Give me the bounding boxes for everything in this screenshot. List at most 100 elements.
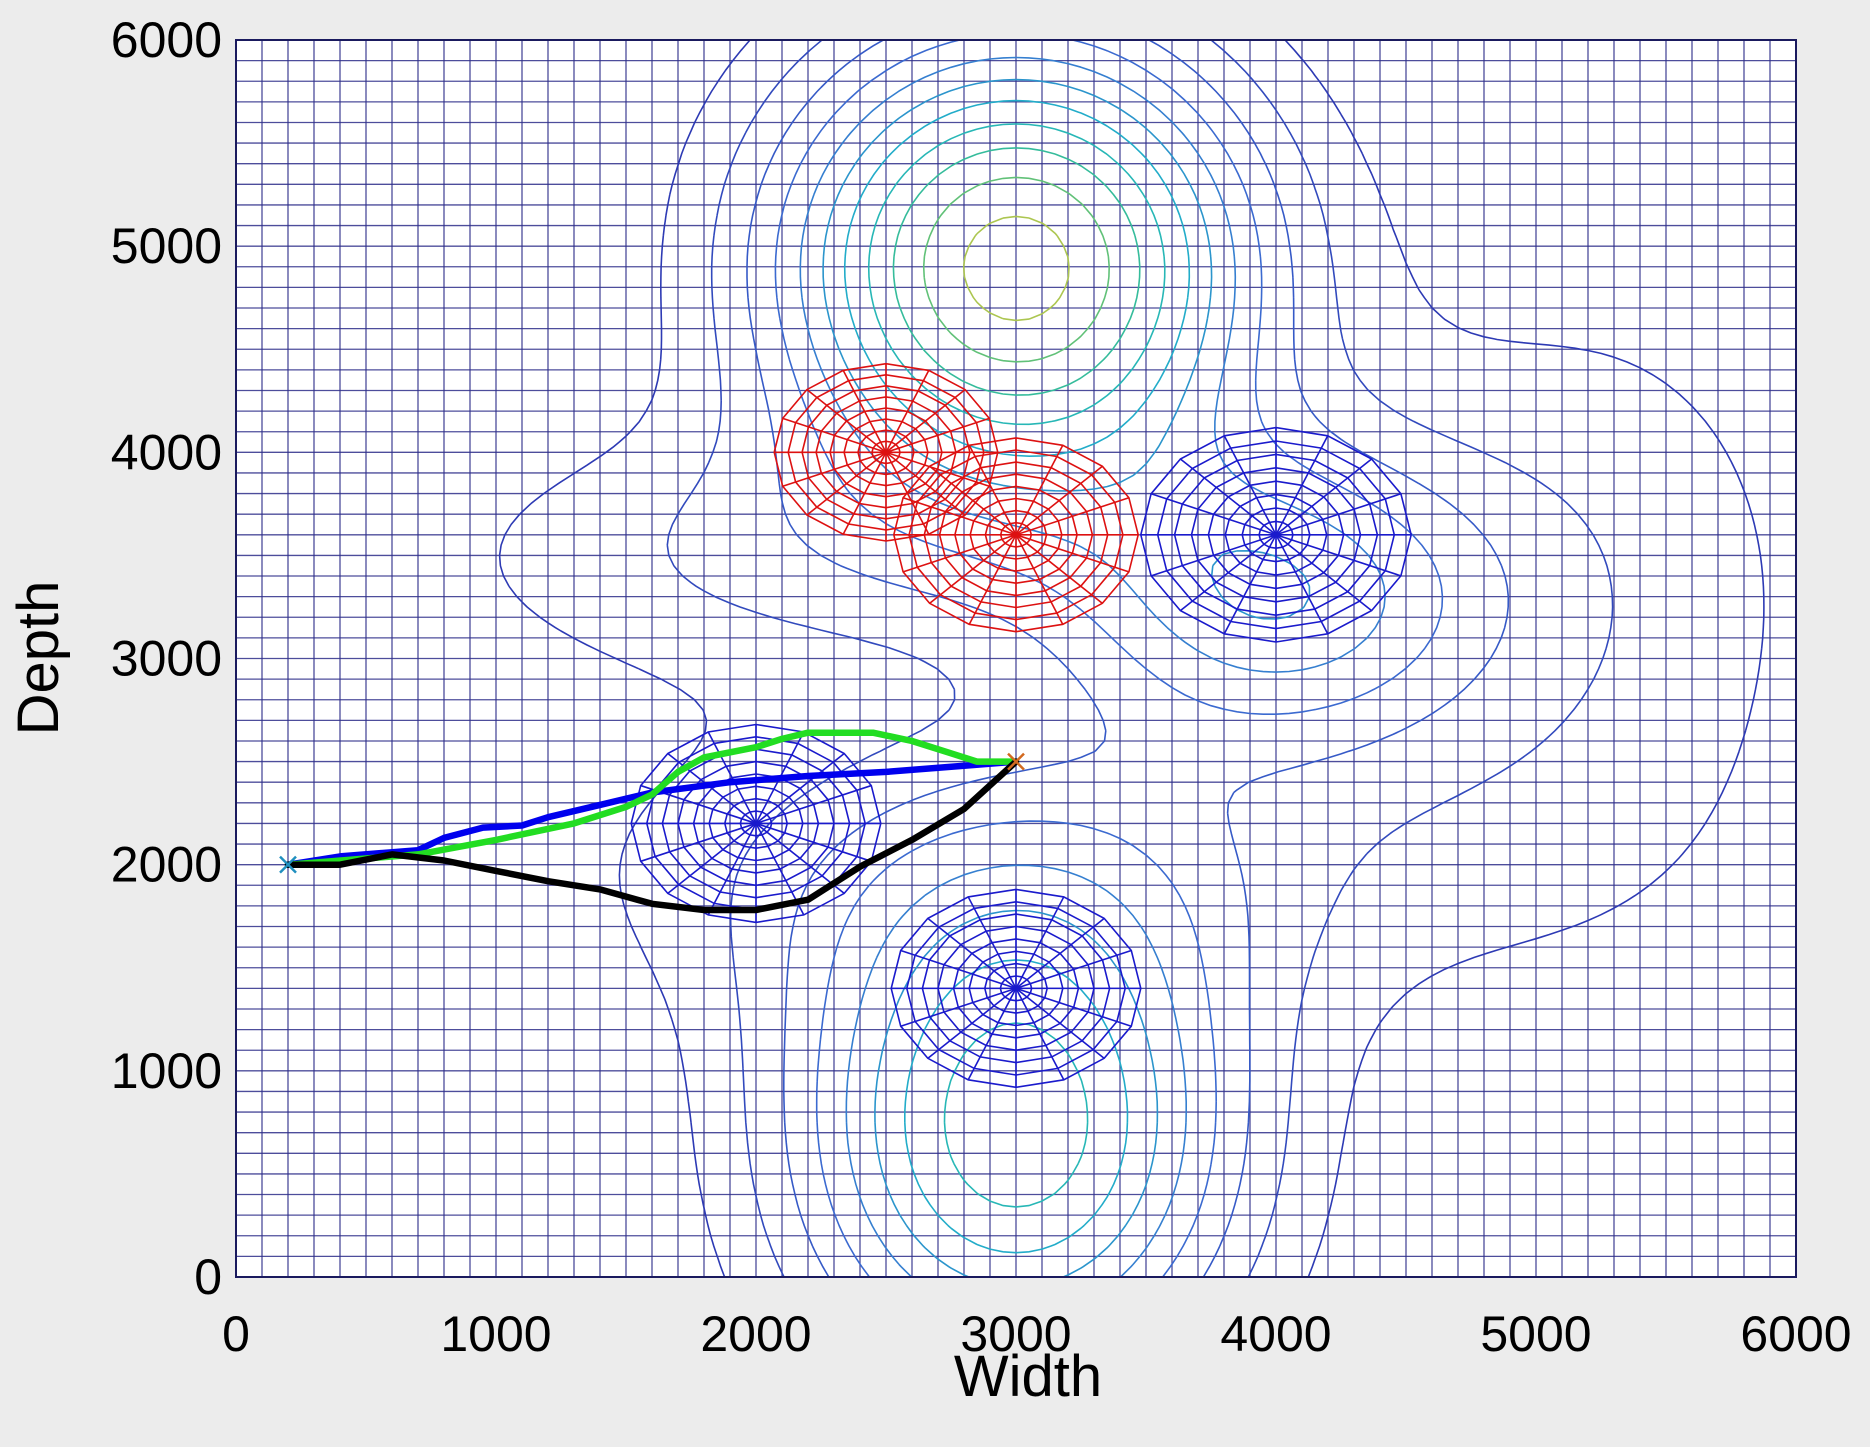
contour-lines	[498, 40, 1765, 1277]
obstacle-spoke	[640, 822, 757, 863]
obstacle-spoke	[1015, 444, 1064, 536]
obstacle-spoke	[1015, 896, 1065, 989]
obstacle-spoke	[1223, 435, 1277, 536]
obstacle-spoke	[1179, 458, 1277, 536]
obstacle-spoke	[1275, 534, 1329, 635]
obstacle-spoke	[967, 896, 1017, 989]
y-tick-label: 3000	[111, 631, 222, 687]
start-marker	[279, 855, 297, 874]
obstacle-spoke	[1275, 458, 1373, 536]
y-tick-labels: 0 1000 2000 3000 4000 5000 6000	[111, 12, 222, 1305]
plot-frame	[235, 39, 1797, 1278]
x-tick-label: 2000	[700, 1306, 811, 1362]
obstacle-spoke	[806, 451, 887, 516]
obstacle-spoke	[782, 451, 887, 488]
obstacle-spoke	[1150, 534, 1277, 577]
x-tick-label: 0	[222, 1306, 250, 1362]
obstacle-spoke	[885, 389, 966, 453]
obstacle-spoke	[842, 370, 887, 453]
contour-line	[892, 147, 1141, 396]
obstacle-spoke	[842, 451, 887, 535]
y-tick-label: 6000	[111, 12, 222, 68]
obstacle-spoke	[1015, 534, 1103, 604]
obstacle-spoke	[806, 389, 887, 453]
y-tick-label: 5000	[111, 218, 222, 274]
obstacle-spoke	[929, 465, 1017, 536]
obstacle-spoke	[1015, 496, 1130, 536]
obstacle-spoke	[1015, 987, 1105, 1059]
x-axis-title: Width	[954, 1344, 1102, 1409]
obstacle-spoke	[1275, 435, 1329, 536]
obstacle-spoke	[1015, 534, 1130, 573]
obstacle-spoke	[900, 949, 1017, 990]
obstacle-spoke	[885, 417, 990, 454]
contour-line	[922, 176, 1110, 363]
obstacle-spoke	[1275, 493, 1402, 536]
obstacle-spoke	[929, 534, 1017, 604]
contour-line	[799, 56, 1386, 1277]
markers	[279, 752, 1025, 874]
obstacle-spoke	[927, 917, 1017, 989]
obstacle-spoke	[1015, 987, 1132, 1027]
obstacle-spoke	[755, 822, 872, 863]
obstacle-spoke	[1015, 949, 1132, 990]
y-tick-label: 2000	[111, 837, 222, 893]
obstacle-spoke	[968, 444, 1017, 536]
obstacle	[890, 888, 1142, 1089]
obstacle-spoke	[707, 823, 757, 916]
series-line	[284, 758, 1020, 914]
obstacle-spoke	[968, 534, 1017, 625]
obstacle-spoke	[667, 752, 757, 825]
x-tick-labels: 0 1000 2000 3000 4000 5000 6000	[222, 1306, 1852, 1362]
contour-line	[774, 40, 1444, 1277]
contour-line	[962, 215, 1070, 322]
contour-line	[666, 40, 1614, 1277]
obstacle-spoke	[1150, 493, 1277, 536]
obstacle-spoke	[1015, 917, 1105, 989]
obstacle-spoke	[927, 987, 1017, 1059]
obstacle-spoke	[667, 822, 757, 895]
obstacle-spoke	[755, 784, 872, 825]
paths	[284, 729, 1020, 914]
y-tick-label: 4000	[111, 424, 222, 480]
y-tick-label: 0	[194, 1249, 222, 1305]
obstacle-spoke	[967, 987, 1017, 1081]
obstacle-spoke	[1015, 534, 1064, 625]
obstacle-spoke	[782, 417, 887, 454]
obstacle	[630, 723, 882, 924]
obstacle-spoke	[1275, 534, 1373, 612]
x-tick-label: 3000	[960, 1306, 1071, 1362]
x-tick-label: 5000	[1480, 1306, 1591, 1362]
grid	[236, 40, 1796, 1277]
obstacle	[1139, 426, 1413, 643]
contour-line	[498, 40, 1765, 1277]
goal-marker	[1007, 752, 1025, 771]
obstacle-spoke	[902, 534, 1017, 573]
obstacle-spoke	[755, 752, 845, 825]
obstacle-spoke	[1015, 987, 1065, 1081]
x-tick-label: 6000	[1740, 1306, 1851, 1362]
start-marker-stroke	[279, 855, 297, 874]
obstacle-spoke	[900, 987, 1017, 1027]
contour-line	[867, 123, 1166, 1208]
contour-line	[843, 99, 1191, 1254]
obstacle-spoke	[1275, 534, 1402, 577]
x-tick-label: 4000	[1220, 1306, 1331, 1362]
goal-marker-stroke	[1007, 752, 1025, 771]
obstacle-spoke	[902, 496, 1017, 536]
obstacle-spoke	[1015, 465, 1103, 536]
series-line	[284, 758, 1020, 868]
obstacle	[892, 437, 1140, 633]
obstacle-spoke	[1223, 534, 1277, 635]
y-axis-title: Depth	[6, 581, 71, 736]
obstacle-spoke	[885, 370, 930, 453]
obstacle-spoke	[1179, 534, 1277, 612]
obstacle-spoke	[885, 451, 990, 488]
obstacle-spoke	[707, 731, 757, 824]
x-tick-label: 1000	[440, 1306, 551, 1362]
y-tick-label: 1000	[111, 1043, 222, 1099]
series-line	[284, 729, 1020, 868]
obstacles	[630, 362, 1413, 1089]
obstacle-spoke	[755, 822, 845, 895]
